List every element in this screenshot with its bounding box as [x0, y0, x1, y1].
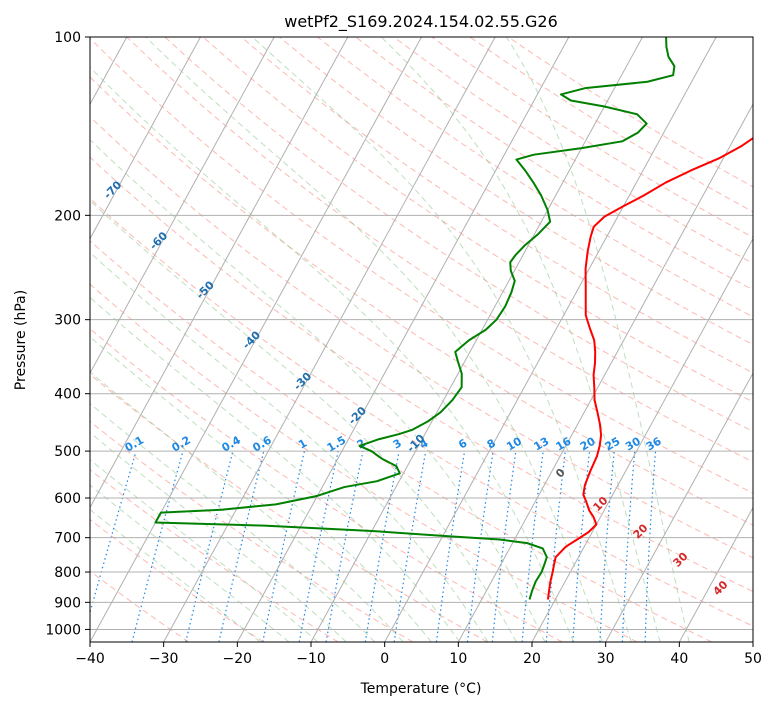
x-axis: −40 −30 −20 −10 0 10 20 30 40 50 [75, 642, 762, 667]
moist-adiabat-line [251, 37, 632, 642]
y-tick-label: 600 [54, 491, 81, 507]
y-tick-label: 1000 [45, 622, 81, 638]
mixing-ratio-line [491, 451, 517, 642]
moist-adiabat-line [90, 484, 290, 642]
mixing-ratio-line [644, 451, 657, 642]
dry-adiabat-line [90, 469, 339, 642]
isotherm-line [163, 37, 496, 642]
mixing-ratio-line [621, 451, 636, 642]
x-axis-title: Temperature (°C) [360, 681, 482, 697]
dry-adiabat-line [164, 37, 753, 433]
isotherm-line [384, 37, 717, 642]
dry-adiabat-line [202, 37, 753, 403]
dry-adiabat-line [355, 37, 753, 291]
mixing-ratio-line [572, 451, 591, 642]
dry-adiabat-line [90, 156, 753, 593]
y-tick-label: 400 [54, 387, 81, 403]
x-tick-label: 40 [670, 651, 688, 667]
y-tick-label: 300 [54, 313, 81, 329]
x-tick-label: 30 [597, 651, 615, 667]
moist-adiabat-line [90, 199, 517, 642]
y-tick-label: 900 [54, 595, 81, 611]
moist-adiabat-line [90, 139, 546, 642]
x-tick-label: 0 [380, 651, 389, 667]
mixing-ratio-line [435, 451, 466, 642]
y-axis: 100 200 300 400 500 600 700 800 900 1000 [45, 30, 90, 638]
y-tick-label: 800 [54, 565, 81, 581]
mixing-ratio-line [325, 450, 364, 642]
mixing-ratio-line [521, 451, 544, 642]
x-tick-label: −40 [75, 651, 105, 667]
isotherm-line [90, 37, 275, 375]
moist-adiabat-line [90, 371, 404, 642]
x-tick-label: 10 [449, 651, 467, 667]
isotherm-line [310, 37, 643, 642]
isotherm-line [678, 506, 753, 642]
isotherm-line [605, 372, 753, 642]
x-tick-label: 50 [744, 651, 762, 667]
moist-adiabat-line [90, 402, 376, 642]
dry-adiabat-line [90, 570, 190, 642]
isotherm-line [531, 237, 753, 642]
dry-adiabat-line [90, 115, 753, 559]
y-tick-label: 100 [54, 30, 81, 46]
mixing-ratio-line [599, 451, 615, 642]
moist-adiabat-line [90, 431, 347, 642]
dry-adiabat-line [90, 283, 638, 642]
mixing-ratio-line [90, 450, 137, 615]
isotherm-line [90, 37, 201, 240]
x-tick-label: −30 [149, 651, 179, 667]
mixing-ratio-line [364, 450, 400, 642]
moist-adiabat-line [380, 37, 661, 642]
y-tick-label: 500 [54, 444, 81, 460]
moist-adiabats [90, 37, 690, 642]
profile-series [154, 37, 753, 600]
mixing-ratio-line [298, 450, 339, 642]
moist-adiabat-line [90, 459, 319, 642]
moist-adiabat-line [90, 508, 261, 642]
dry-adiabat-line [90, 197, 753, 627]
x-tick-label: −20 [223, 651, 253, 667]
mixing-ratio-line [545, 451, 566, 642]
x-tick-label: 20 [523, 651, 541, 667]
moist-adiabat-line [90, 251, 489, 642]
dry-adiabat-line [90, 240, 712, 642]
isotherm-line [236, 37, 570, 642]
chart-title: wetPf2_S169.2024.154.02.55.G26 [284, 12, 558, 32]
y-axis-title: Pressure (hPa) [13, 290, 29, 390]
moist-adiabat-line [90, 336, 432, 642]
isotherm-line [90, 37, 349, 509]
y-tick-label: 700 [54, 531, 81, 547]
dry-adiabat-line [90, 373, 488, 642]
dry-adiabat-line [317, 37, 753, 318]
x-tick-label: −10 [296, 651, 326, 667]
moist-adiabat-line [90, 66, 575, 642]
temperature-profile-line [546, 136, 753, 600]
dry-adiabat-line [90, 328, 563, 642]
moist-adiabat-line [506, 37, 690, 642]
mixing-ratio-line [466, 451, 494, 642]
plot-frame [89, 36, 754, 643]
y-tick-label: 200 [54, 208, 81, 224]
dry-adiabat-line [90, 76, 753, 526]
isotherm-line [90, 37, 422, 642]
dewpoint-profile-line [154, 37, 676, 600]
moist-adiabat-line [145, 37, 603, 642]
pressure-gridlines [90, 37, 753, 630]
